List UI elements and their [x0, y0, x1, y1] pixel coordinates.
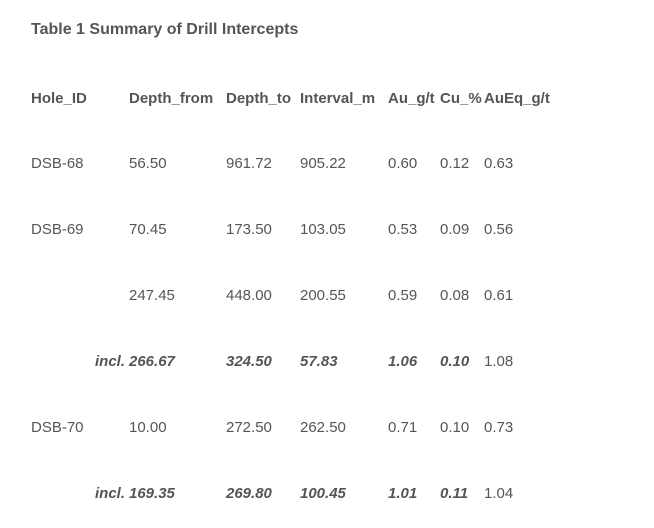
cell-depth-to: 448.00 [226, 286, 272, 304]
cell-hole-id [31, 460, 95, 526]
table-row: DSB-68 56.50 961.72 905.22 0.60 0.12 0.6… [31, 130, 564, 196]
cell-au: 0.71 [388, 418, 418, 436]
cell-interval: 103.05 [300, 220, 346, 238]
cell-cu: 0.08 [440, 286, 470, 304]
table-header-row: Hole_ID Depth_from Depth_to Interval_m A… [31, 66, 564, 130]
cell-hole-id: DSB-70 [31, 418, 84, 436]
drill-intercepts-table: Hole_ID Depth_from Depth_to Interval_m A… [31, 66, 564, 526]
cell-interval: 905.22 [300, 154, 346, 172]
cell-aueq: 1.04 [484, 484, 514, 502]
cell-depth-from: 169.35 [129, 484, 175, 502]
header-hole-id: Hole_ID [31, 66, 129, 130]
cell-aueq: 0.73 [484, 418, 514, 436]
cell-depth-to: 269.80 [226, 484, 272, 502]
cell-cu: 0.12 [440, 154, 470, 172]
cell-incl [95, 130, 129, 196]
cell-cu: 0.09 [440, 220, 470, 238]
cell-depth-to: 961.72 [226, 154, 272, 172]
cell-au: 0.59 [388, 286, 418, 304]
header-aueq: AuEq_g/t [484, 89, 550, 107]
cell-aueq: 0.61 [484, 286, 514, 304]
cell-depth-from: 10.00 [129, 418, 167, 436]
cell-aueq: 0.56 [484, 220, 514, 238]
cell-cu: 0.10 [440, 418, 470, 436]
table-row: 247.45 448.00 200.55 0.59 0.08 0.61 [31, 262, 564, 328]
header-interval: Interval_m [300, 89, 376, 107]
cell-aueq: 1.08 [484, 352, 514, 370]
cell-incl: incl. [95, 484, 126, 502]
cell-depth-from: 247.45 [129, 286, 175, 304]
cell-hole-id: DSB-68 [31, 154, 84, 172]
cell-hole-id [31, 328, 95, 394]
cell-interval: 57.83 [300, 352, 338, 370]
header-depth-to: Depth_to [226, 89, 291, 107]
cell-au: 0.60 [388, 154, 418, 172]
cell-interval: 262.50 [300, 418, 346, 436]
table-row: DSB-69 70.45 173.50 103.05 0.53 0.09 0.5… [31, 196, 564, 262]
cell-interval: 200.55 [300, 286, 346, 304]
cell-depth-from: 70.45 [129, 220, 167, 238]
cell-hole-id: DSB-69 [31, 220, 84, 238]
cell-incl [95, 262, 129, 328]
cell-aueq: 0.63 [484, 154, 514, 172]
cell-cu: 0.11 [440, 484, 469, 502]
cell-au: 1.06 [388, 352, 418, 370]
table-title: Table 1 Summary of Drill Intercepts [31, 21, 299, 38]
cell-depth-from: 56.50 [129, 154, 167, 172]
cell-interval: 100.45 [300, 484, 346, 502]
table-row-included: incl. 169.35 269.80 100.45 1.01 0.11 1.0… [31, 460, 564, 526]
cell-incl [95, 394, 129, 460]
table-row-included: incl. 266.67 324.50 57.83 1.06 0.10 1.08 [31, 328, 564, 394]
cell-incl: incl. [95, 352, 126, 370]
header-cu: Cu_% [440, 89, 482, 107]
table-row: DSB-70 10.00 272.50 262.50 0.71 0.10 0.7… [31, 394, 564, 460]
cell-cu: 0.10 [440, 352, 470, 370]
cell-hole-id [31, 262, 95, 328]
cell-au: 1.01 [388, 484, 418, 502]
cell-incl [95, 196, 129, 262]
header-au: Au_g/t [388, 89, 435, 107]
cell-depth-to: 272.50 [226, 418, 272, 436]
cell-depth-to: 324.50 [226, 352, 272, 370]
header-hole-id-label: Hole_ID [31, 89, 87, 107]
cell-depth-to: 173.50 [226, 220, 272, 238]
header-depth-from: Depth_from [129, 89, 214, 107]
cell-depth-from: 266.67 [129, 352, 175, 370]
cell-au: 0.53 [388, 220, 418, 238]
